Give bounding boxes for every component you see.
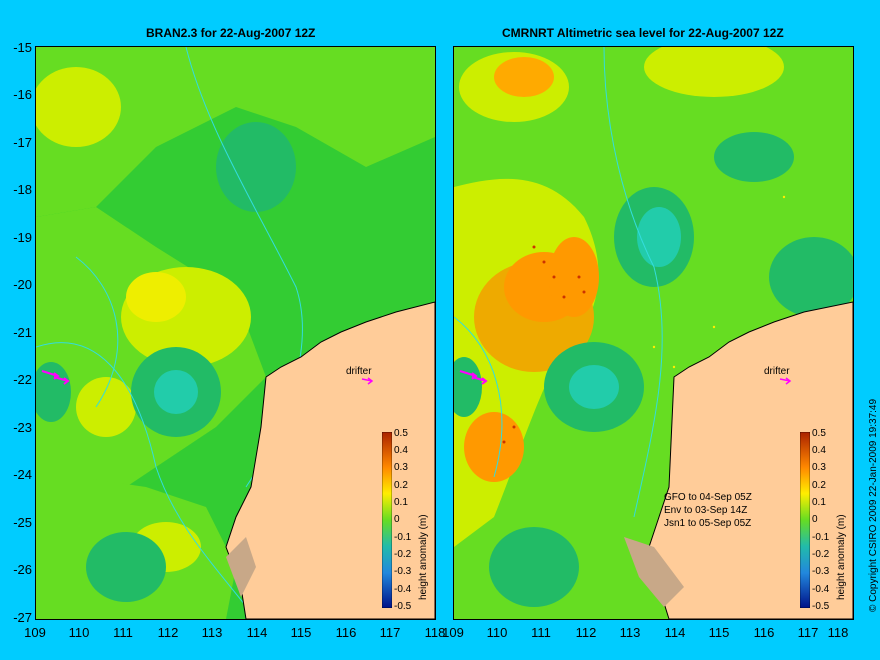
colorbar-tick: 0.3 [394, 462, 408, 473]
right-drifter-arrows [459, 370, 792, 385]
colorbar-tick: -0.2 [394, 549, 412, 560]
left-colorbar-title: height anomaly (m) [418, 514, 429, 600]
y-tick: -19 [13, 230, 32, 245]
left-map-canvas [36, 47, 435, 619]
colorbar-tick: -0.3 [812, 566, 830, 577]
x-tick: 117 [797, 625, 819, 640]
right-map-canvas [454, 47, 853, 619]
y-tick: -24 [13, 467, 32, 482]
left-map-panel: drifter [35, 46, 436, 620]
right-map-panel: drifter GFO to 04-Sep 05Z Env to 03-Sep … [453, 46, 854, 620]
y-tick: -23 [13, 420, 32, 435]
satellite-pass-jsn1: Jsn1 to 05-Sep 05Z [664, 518, 752, 529]
satellite-pass-gfo: GFO to 04-Sep 05Z [664, 492, 752, 503]
x-tick: 111 [531, 625, 551, 640]
left-colorbar-scale [382, 432, 392, 608]
right-colorbar-title: height anomaly (m) [836, 514, 847, 600]
colorbar-tick: 0.5 [394, 428, 408, 439]
satellite-pass-list: GFO to 04-Sep 05Z Env to 03-Sep 14Z Jsn1… [664, 491, 752, 530]
colorbar-tick: 0.4 [394, 445, 408, 456]
left-panel-title: BRAN2.3 for 22-Aug-2007 12Z [146, 26, 316, 40]
x-tick: 109 [24, 625, 46, 640]
x-tick: 118 [424, 625, 446, 640]
colorbar-tick: 0.5 [812, 428, 826, 439]
x-tick: 116 [753, 625, 775, 640]
x-tick: 117 [379, 625, 401, 640]
colorbar-tick: 0.1 [812, 497, 826, 508]
right-drifter-label: drifter [764, 366, 790, 377]
y-tick: -17 [13, 135, 32, 150]
colorbar-tick: -0.4 [394, 584, 412, 595]
colorbar-tick: -0.4 [812, 584, 830, 595]
y-tick: -25 [13, 515, 32, 530]
y-tick: -20 [13, 277, 32, 292]
x-tick: 112 [157, 625, 179, 640]
y-tick: -21 [13, 325, 32, 340]
y-tick: -16 [13, 87, 32, 102]
copyright-text: © Copyright CSIRO 2009 22-Jan-2009 19:37… [868, 398, 879, 612]
colorbar-tick: 0.2 [394, 480, 408, 491]
x-tick: 116 [335, 625, 357, 640]
colorbar-tick: -0.3 [394, 566, 412, 577]
x-tick: 118 [827, 625, 849, 640]
colorbar-tick: -0.1 [812, 532, 830, 543]
x-tick: 114 [664, 625, 686, 640]
x-tick: 113 [619, 625, 641, 640]
right-panel-title: CMRNRT Altimetric sea level for 22-Aug-2… [502, 26, 784, 40]
satellite-pass-env: Env to 03-Sep 14Z [664, 505, 748, 516]
colorbar-tick: 0.3 [812, 462, 826, 473]
colorbar-tick: 0 [812, 514, 818, 525]
x-tick: 115 [708, 625, 730, 640]
x-tick: 110 [486, 625, 508, 640]
colorbar-tick: 0.1 [394, 497, 408, 508]
colorbar-tick: -0.5 [812, 601, 830, 612]
y-tick: -18 [13, 182, 32, 197]
colorbar-tick: 0.4 [812, 445, 826, 456]
colorbar-tick: 0 [394, 514, 400, 525]
x-tick: 109 [442, 625, 464, 640]
x-tick: 113 [201, 625, 223, 640]
y-tick: -27 [13, 610, 32, 625]
x-tick: 114 [246, 625, 268, 640]
y-tick: -15 [13, 40, 32, 55]
colorbar-tick: -0.1 [394, 532, 412, 543]
x-tick: 112 [575, 625, 597, 640]
x-tick: 110 [68, 625, 90, 640]
y-tick: -22 [13, 372, 32, 387]
left-drifter-arrows [41, 370, 374, 385]
colorbar-tick: -0.2 [812, 549, 830, 560]
left-drifter-label: drifter [346, 366, 372, 377]
y-tick: -26 [13, 562, 32, 577]
right-colorbar-scale [800, 432, 810, 608]
x-tick: 111 [113, 625, 133, 640]
x-tick: 115 [290, 625, 312, 640]
colorbar-tick: -0.5 [394, 601, 412, 612]
colorbar-tick: 0.2 [812, 480, 826, 491]
